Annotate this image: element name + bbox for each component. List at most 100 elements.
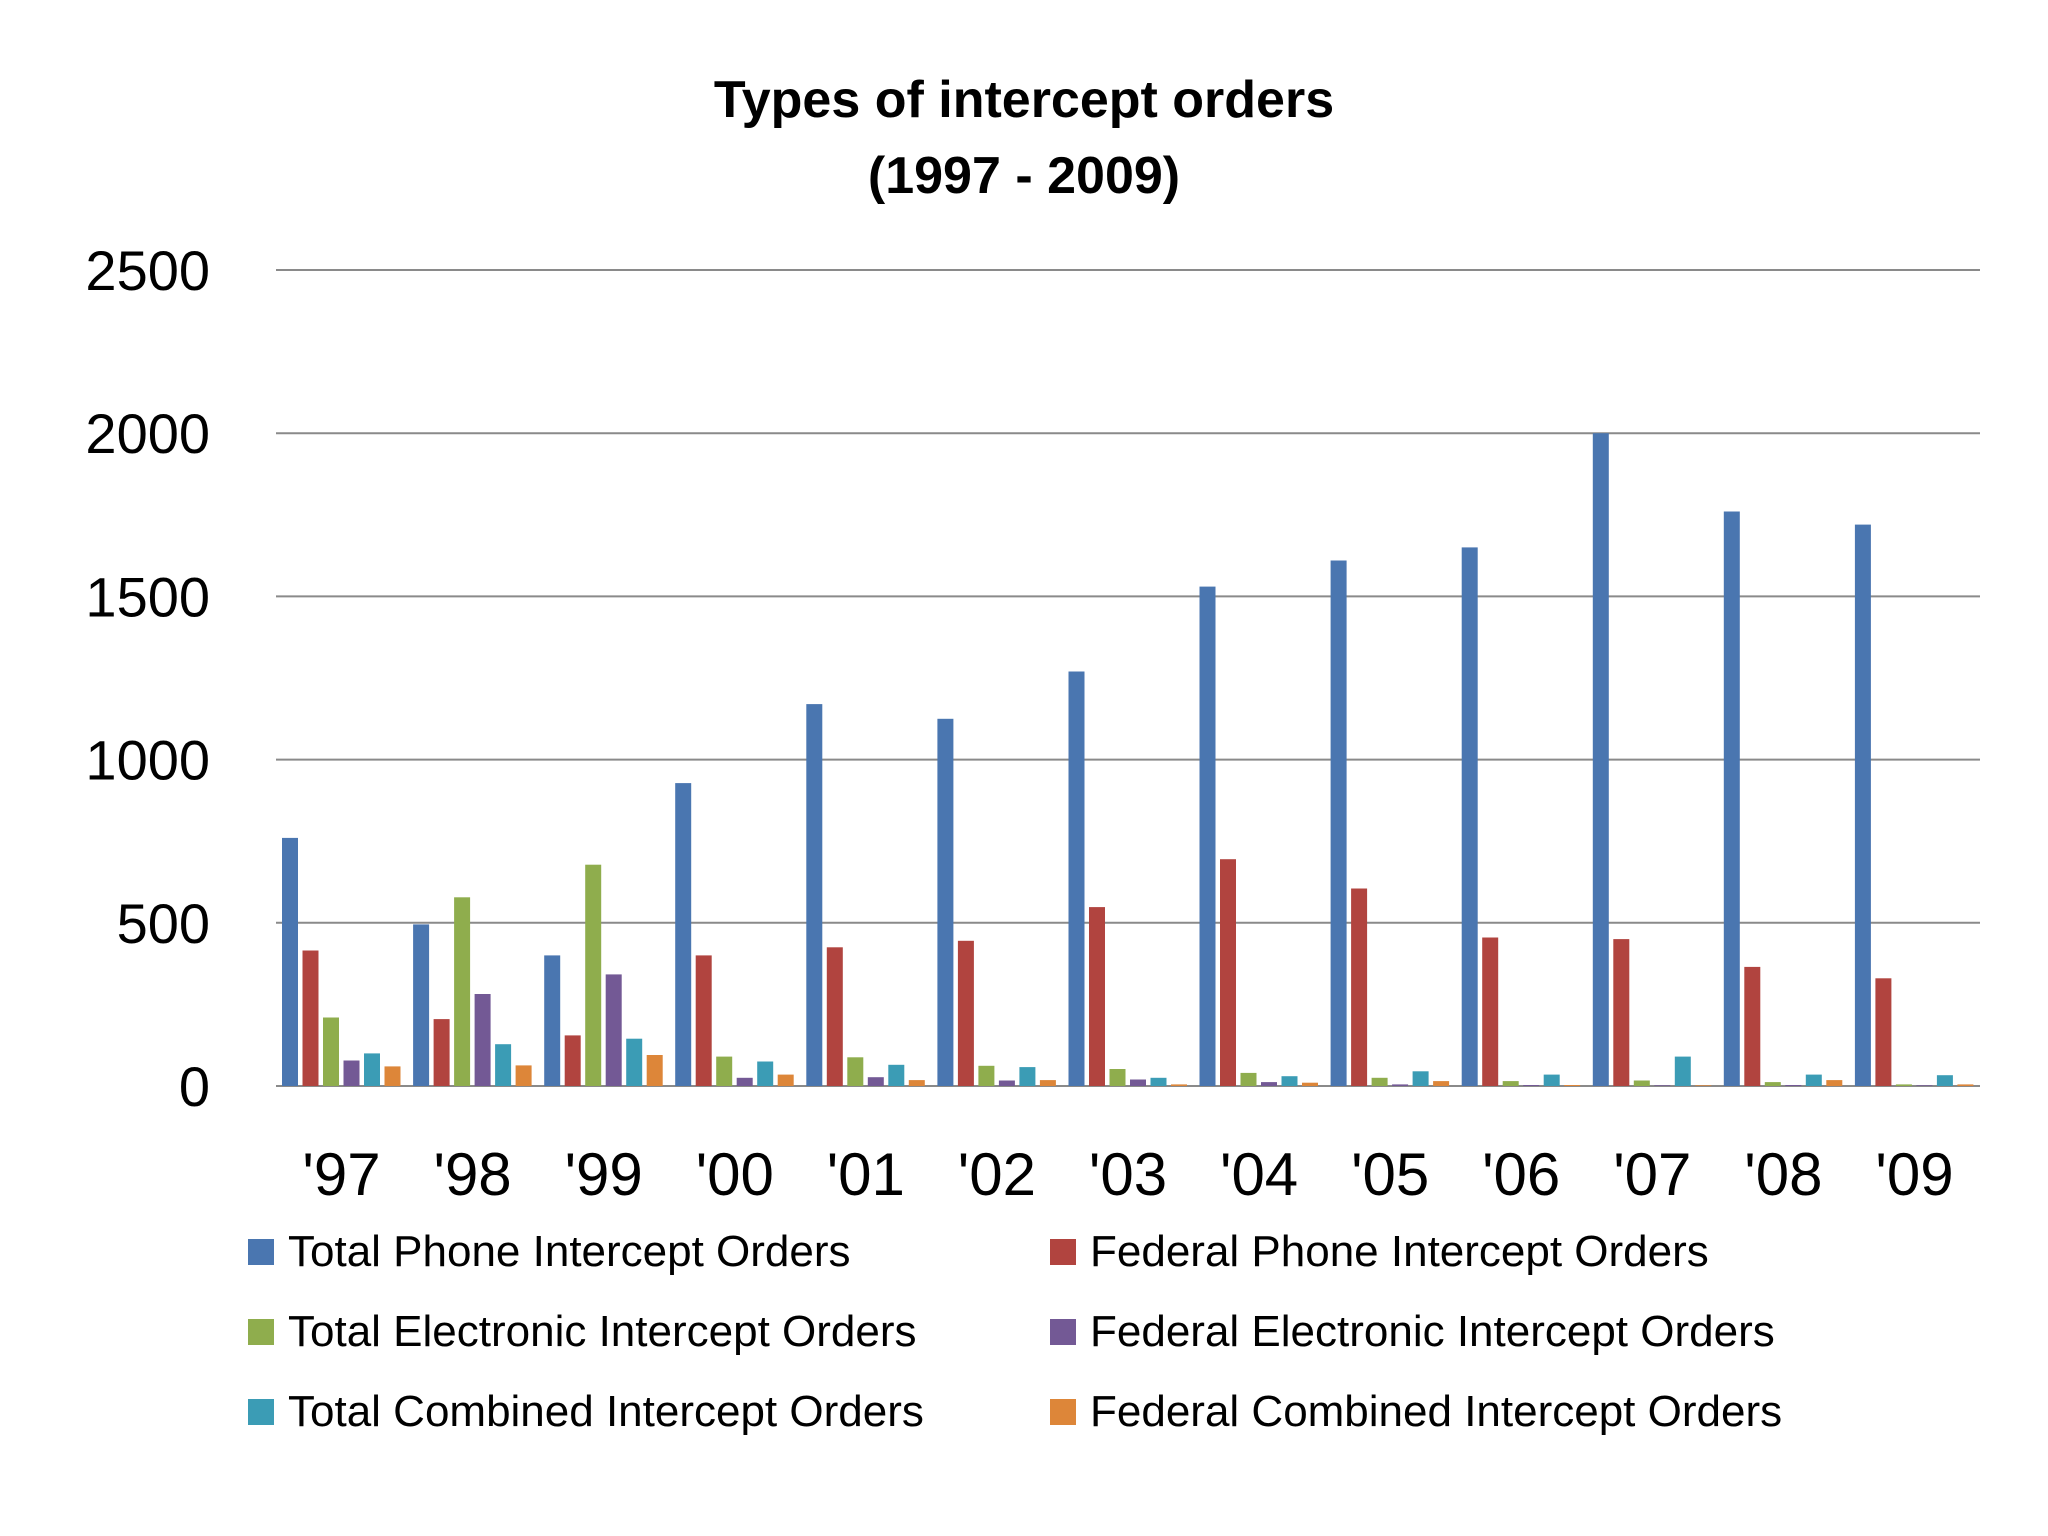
x-tick-label: '98 <box>433 1141 511 1208</box>
bar-6-2 <box>515 1065 532 1086</box>
bar-3-13 <box>1895 1084 1912 1086</box>
x-tick-label: '02 <box>958 1141 1036 1208</box>
bar-6-6 <box>1039 1080 1056 1086</box>
bar-6-11 <box>1695 1085 1712 1086</box>
bar-6-10 <box>1564 1085 1581 1086</box>
bar-5-10 <box>1543 1074 1560 1086</box>
bar-2-5 <box>826 947 843 1086</box>
bar-6-1 <box>384 1066 401 1086</box>
bar-5-4 <box>757 1061 774 1086</box>
bar-1-2 <box>413 924 430 1086</box>
y-tick-label: 0 <box>179 1055 210 1118</box>
legend-swatch <box>248 1399 274 1425</box>
bar-1-11 <box>1592 433 1609 1086</box>
bar-6-13 <box>1957 1084 1974 1086</box>
legend-label: Federal Phone Intercept Orders <box>1090 1227 1709 1276</box>
x-tick-label: '00 <box>696 1141 774 1208</box>
bar-6-3 <box>646 1055 663 1086</box>
legend-item: Total Phone Intercept Orders <box>248 1227 851 1277</box>
bar-2-13 <box>1875 978 1892 1086</box>
legend-item: Federal Phone Intercept Orders <box>1050 1227 1709 1277</box>
x-tick-label: '97 <box>302 1141 380 1208</box>
bar-6-9 <box>1433 1081 1450 1086</box>
bar-1-5 <box>806 704 823 1086</box>
x-tick-label: '01 <box>827 1141 905 1208</box>
y-tick-label: 1500 <box>85 565 210 628</box>
bar-3-8 <box>1240 1072 1257 1086</box>
legend-item: Total Electronic Intercept Orders <box>248 1307 916 1357</box>
bar-4-8 <box>1261 1082 1277 1086</box>
bar-2-4 <box>695 955 712 1086</box>
bar-1-13 <box>1854 524 1871 1086</box>
bar-2-1 <box>302 950 319 1086</box>
bar-4-11 <box>1654 1085 1671 1086</box>
bar-3-9 <box>1371 1077 1388 1086</box>
bar-1-7 <box>1068 671 1085 1086</box>
bar-3-3 <box>585 864 602 1086</box>
bars <box>282 433 1974 1086</box>
legend-label: Total Phone Intercept Orders <box>288 1227 851 1276</box>
bar-1-1 <box>282 837 298 1086</box>
legend-swatch <box>248 1239 274 1265</box>
bar-1-3 <box>544 955 561 1086</box>
bar-2-11 <box>1613 939 1630 1086</box>
bar-4-5 <box>867 1077 884 1086</box>
bar-3-6 <box>978 1065 995 1086</box>
bar-2-12 <box>1744 966 1761 1086</box>
bar-3-4 <box>716 1056 733 1086</box>
legend-item: Federal Combined Intercept Orders <box>1050 1387 1782 1437</box>
bar-4-4 <box>736 1077 753 1086</box>
bar-4-1 <box>343 1060 360 1086</box>
legend-swatch <box>1050 1399 1076 1425</box>
bar-1-10 <box>1461 547 1478 1086</box>
legend-swatch <box>1050 1239 1076 1265</box>
bar-5-3 <box>626 1038 643 1086</box>
x-tick-label: '99 <box>565 1141 643 1208</box>
bar-6-5 <box>908 1080 925 1086</box>
bar-4-3 <box>605 974 622 1086</box>
bar-5-8 <box>1281 1076 1298 1086</box>
bar-4-2 <box>474 994 491 1086</box>
bar-1-9 <box>1330 560 1347 1086</box>
bar-4-6 <box>998 1080 1015 1086</box>
bar-6-4 <box>777 1074 794 1086</box>
bar-3-7 <box>1109 1069 1126 1086</box>
x-tick-label: '07 <box>1613 1141 1691 1208</box>
bar-1-6 <box>937 718 954 1086</box>
bar-5-6 <box>1019 1067 1036 1086</box>
bar-2-10 <box>1482 937 1499 1086</box>
legend-item: Total Combined Intercept Orders <box>248 1387 924 1437</box>
bar-4-10 <box>1523 1085 1540 1086</box>
bar-2-3 <box>564 1035 581 1086</box>
bar-4-13 <box>1916 1085 1933 1086</box>
bar-2-6 <box>957 940 974 1086</box>
bar-4-12 <box>1785 1085 1802 1086</box>
bar-6-7 <box>1171 1084 1187 1086</box>
legend-label: Federal Combined Intercept Orders <box>1090 1387 1783 1436</box>
chart-title: Types of intercept orders <box>713 71 1335 129</box>
legend-label: Federal Electronic Intercept Orders <box>1090 1307 1775 1356</box>
x-tick-label: '08 <box>1744 1141 1822 1208</box>
bar-5-1 <box>364 1053 380 1086</box>
bar-4-9 <box>1392 1084 1409 1086</box>
y-axis-ticks: 0 500 1000 1500 2000 2500 <box>85 239 210 1118</box>
x-tick-label: '03 <box>1089 1141 1167 1208</box>
y-tick-label: 2000 <box>85 402 210 465</box>
bar-1-4 <box>675 783 692 1086</box>
y-tick-label: 1000 <box>85 729 210 792</box>
legend-label: Total Electronic Intercept Orders <box>288 1307 917 1356</box>
bar-3-5 <box>847 1057 864 1086</box>
y-tick-label: 500 <box>117 892 210 955</box>
bar-5-7 <box>1150 1077 1167 1086</box>
bar-3-2 <box>454 897 471 1086</box>
legend-swatch <box>1050 1319 1076 1345</box>
bar-5-2 <box>495 1044 512 1086</box>
bar-2-7 <box>1089 907 1105 1086</box>
x-tick-label: '05 <box>1351 1141 1429 1208</box>
bar-6-12 <box>1826 1080 1843 1086</box>
bar-4-7 <box>1130 1079 1146 1086</box>
bar-2-8 <box>1220 859 1236 1086</box>
bar-5-12 <box>1805 1074 1822 1086</box>
